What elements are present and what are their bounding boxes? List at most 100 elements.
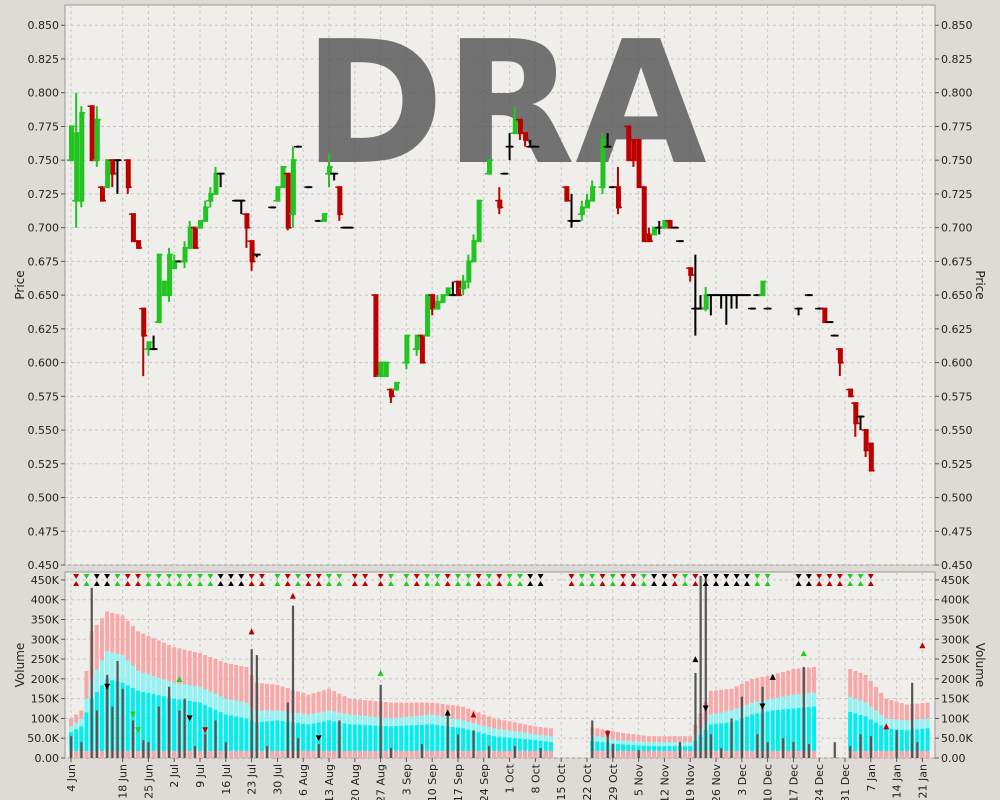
ohlc-bar <box>304 186 313 189</box>
price-tick-label: 0.825 <box>941 53 973 66</box>
volume-band-base <box>301 750 306 758</box>
signal-strip-marker <box>217 574 224 586</box>
volume-band-base <box>889 750 894 758</box>
signal-down-arrow <box>238 574 245 579</box>
volume-band-base <box>507 750 512 758</box>
date-tick-label: 22 Oct <box>581 763 594 800</box>
signal-up-arrow <box>630 581 637 586</box>
ohlc-body <box>198 219 203 229</box>
volume-band-inner <box>899 729 904 758</box>
price-axis-label-right: Price <box>973 270 987 299</box>
price-panel: 0.450 0.450 0.475 0.475 0.500 0.500 0.525 0.525… <box>28 4 973 572</box>
ohlc-body <box>208 192 214 202</box>
price-plot-area <box>64 4 936 566</box>
volume-bar <box>637 750 640 758</box>
signal-strip-marker <box>568 574 575 586</box>
signal-strip-marker <box>754 574 761 586</box>
date-tick-label: 6 Aug <box>297 764 310 796</box>
ohlc-body <box>105 159 111 189</box>
price-tick-label: 0.850 <box>28 19 60 32</box>
date-tick-label: 5 Nov <box>633 764 646 796</box>
date-tick-label: 27 Aug <box>375 764 388 800</box>
signal-down-arrow <box>377 574 384 579</box>
volume-band-base <box>724 750 729 758</box>
signal-strip-marker <box>506 574 513 586</box>
volume-band-base <box>750 750 755 758</box>
volume-band-base <box>502 750 507 758</box>
ohlc-body <box>486 159 492 175</box>
ohlc-bar <box>335 186 344 221</box>
ohlc-body <box>414 334 420 351</box>
volume-bar <box>740 696 743 758</box>
ohlc-body <box>579 206 585 216</box>
signal-strip-marker <box>336 574 343 586</box>
ohlc-bar <box>381 361 390 378</box>
volume-band-base <box>734 750 739 758</box>
volume-band-base <box>368 750 373 758</box>
volume-band-base <box>461 750 466 758</box>
volume-band-base <box>399 750 404 758</box>
volume-band-inner <box>884 728 889 758</box>
volume-band-inner <box>84 712 89 758</box>
volume-band-inner <box>770 710 775 758</box>
volume-band-base <box>172 750 177 758</box>
signal-up-arrow <box>857 581 864 586</box>
date-tick-label: 30 Jul <box>271 764 284 795</box>
volume-band-inner <box>791 708 796 758</box>
volume-signal-marker <box>919 642 926 649</box>
volume-bar <box>147 742 150 758</box>
signal-down-arrow <box>227 574 234 579</box>
signal-down-arrow <box>671 574 678 579</box>
volume-bar <box>513 746 516 758</box>
signal-up-arrow <box>403 581 410 586</box>
date-tick-label: 13 Aug <box>323 764 336 800</box>
signal-strip-marker <box>630 574 637 586</box>
ohlc-bar <box>758 280 767 297</box>
volume-band-base <box>99 750 104 758</box>
volume-tick-label: 150K <box>941 693 970 706</box>
signal-down-arrow <box>713 574 719 579</box>
signal-down-arrow <box>682 574 689 579</box>
volume-band-inner <box>228 715 233 758</box>
signal-down-arrow <box>258 574 265 579</box>
signal-strip-marker <box>166 574 173 586</box>
ohlc-bar <box>283 172 292 231</box>
signal-strip-marker <box>692 574 699 586</box>
ohlc-bar <box>484 159 493 175</box>
ohlc-body <box>275 186 281 202</box>
volume-band-inner <box>399 725 404 758</box>
signal-strip-marker <box>403 574 410 586</box>
volume-band-inner <box>414 725 419 758</box>
ohlc-bar <box>319 213 328 222</box>
volume-band-base <box>920 750 925 758</box>
volume-band-base <box>136 750 141 758</box>
volume-band-inner <box>461 728 466 758</box>
volume-band-inner <box>368 725 373 758</box>
signal-strip-marker <box>537 574 544 586</box>
signal-down-arrow <box>176 574 183 579</box>
volume-band-base <box>595 750 600 758</box>
volume-band-base <box>744 750 749 758</box>
signal-down-arrow <box>284 574 291 579</box>
volume-band-base <box>481 750 486 758</box>
ohlc-body <box>471 240 477 263</box>
signal-strip-marker <box>589 574 596 586</box>
signal-strip-marker <box>444 574 451 586</box>
volume-bar <box>95 710 98 758</box>
volume-band-base <box>884 750 889 758</box>
volume-band-inner <box>435 725 440 758</box>
volume-band-base <box>347 750 352 758</box>
volume-tick-label: 100K <box>941 712 970 725</box>
signal-down-arrow <box>764 574 771 579</box>
ohlc-body <box>94 118 100 162</box>
ohlc-bar <box>325 153 333 188</box>
volume-band-inner <box>925 728 930 758</box>
date-tick-label: 7 Jan <box>865 764 878 791</box>
ohlc-bar <box>588 180 597 202</box>
ohlc-bar <box>830 334 839 337</box>
signal-down-arrow <box>155 574 162 579</box>
signal-strip-marker <box>238 574 245 586</box>
signal-strip-marker <box>315 574 322 586</box>
volume-band-inner <box>450 727 455 758</box>
ohlc-body <box>863 429 869 452</box>
